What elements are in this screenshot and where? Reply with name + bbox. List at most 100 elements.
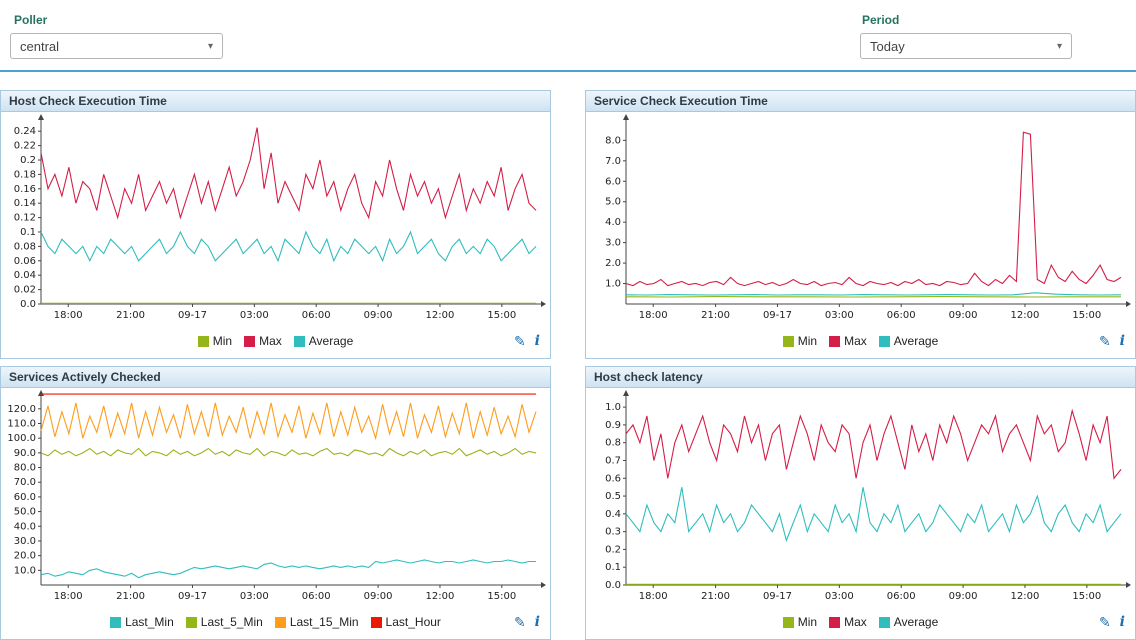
legend-item: Max [829,615,867,629]
services-actively-checked-chart: 10.0 20.0 30.0 40.0 50.0 60.0 70.0 80.0 90.0 100.… [7,390,546,602]
svg-text:09-17: 09-17 [763,591,792,602]
legend-item: Last_Hour [370,615,441,629]
info-icon[interactable]: i [534,614,540,630]
svg-text:0.12: 0.12 [14,213,36,224]
svg-text:80.0: 80.0 [14,463,36,474]
svg-text:70.0: 70.0 [14,477,36,488]
poller-label: Poller [14,13,48,27]
panel-title: Host Check Execution Time [1,91,550,112]
svg-text:0.22: 0.22 [14,141,36,152]
legend-label: Min [797,334,818,348]
svg-text:0.0: 0.0 [605,580,621,591]
svg-text:0.14: 0.14 [14,198,36,209]
edit-icon[interactable]: ✎ [513,613,526,630]
host-check-execution-time-chart: 0.0 0.02 0.04 0.06 0.08 0.1 0.12 0.14 0.16 0.18 0.… [14,114,546,321]
svg-text:03:00: 03:00 [240,591,269,602]
edit-icon[interactable]: ✎ [1098,613,1111,630]
edit-icon[interactable]: ✎ [1098,332,1111,349]
legend-item: Average [878,334,939,348]
legend-swatch [244,335,256,347]
legend-item: Average [293,334,353,348]
svg-text:09-17: 09-17 [763,310,792,321]
legend-label: Min [797,615,818,629]
svg-text:0.24: 0.24 [14,126,36,137]
svg-text:15:00: 15:00 [1072,591,1101,602]
chevron-down-icon: ▾ [207,40,213,52]
legend-swatch [370,616,382,628]
legend-label: Average [893,334,939,348]
period-selected-value: Today [870,38,905,54]
svg-text:21:00: 21:00 [116,310,145,321]
legend-swatch [293,335,305,347]
poller-select[interactable]: central ▾ [10,33,223,59]
info-icon[interactable]: i [1119,614,1125,630]
legend-swatch [878,616,890,628]
legend-item: Min [197,334,232,348]
legend-label: Last_15_Min [289,615,359,629]
chart-legend: Min Max Average ✎ i [586,609,1135,635]
svg-text:06:00: 06:00 [302,591,331,602]
legend-swatch [197,335,209,347]
svg-text:03:00: 03:00 [825,591,854,602]
svg-text:0.02: 0.02 [14,285,36,296]
info-icon[interactable]: i [1119,333,1125,349]
legend-item: Max [829,334,867,348]
svg-text:4.0: 4.0 [605,217,621,228]
svg-text:12:00: 12:00 [1011,591,1040,602]
svg-text:21:00: 21:00 [701,591,730,602]
svg-text:0.8: 0.8 [605,438,621,449]
chart-legend: Last_Min Last_5_Min Last_15_Min Last_Hour ✎… [1,609,550,635]
svg-text:0.3: 0.3 [605,527,621,538]
legend-swatch [878,335,890,347]
svg-text:0.08: 0.08 [14,241,36,252]
legend-swatch [829,616,841,628]
period-label: Period [862,13,900,27]
svg-text:09:00: 09:00 [949,310,978,321]
info-icon[interactable]: i [534,333,540,349]
svg-text:0.4: 0.4 [605,509,621,520]
period-select[interactable]: Today ▾ [860,33,1072,59]
svg-text:12:00: 12:00 [426,591,455,602]
panel-host-check-latency: Host check latency 0.0 0.1 0.2 0.3 0.4 0.5 0.6… [585,366,1136,640]
svg-text:60.0: 60.0 [14,492,36,503]
svg-text:18:00: 18:00 [54,591,83,602]
svg-text:15:00: 15:00 [487,310,516,321]
edit-icon[interactable]: ✎ [513,332,526,349]
svg-text:0.18: 0.18 [14,169,36,180]
legend-swatch [185,616,197,628]
legend-item: Average [878,615,938,629]
poller-selected-value: central [20,38,60,54]
service-check-execution-time-chart: 1.0 2.0 3.0 4.0 5.0 6.0 7.0 8.0 18:00 21:00 09-17 0… [605,114,1131,321]
svg-text:30.0: 30.0 [14,536,36,547]
svg-text:0.0: 0.0 [20,299,36,310]
svg-text:06:00: 06:00 [887,591,916,602]
legend-label: Max [259,334,282,348]
legend-label: Last_Min [125,615,174,629]
svg-text:0.04: 0.04 [14,270,36,281]
svg-text:120.0: 120.0 [7,404,36,415]
legend-item: Min [782,615,818,629]
svg-text:110.0: 110.0 [7,418,36,429]
chevron-down-icon: ▾ [1056,40,1062,52]
svg-text:09-17: 09-17 [178,591,207,602]
svg-text:6.0: 6.0 [605,176,621,187]
svg-text:5.0: 5.0 [605,197,621,208]
chart-legend: Min Max Average ✎ i [586,328,1135,354]
legend-item: Last_15_Min [274,615,359,629]
svg-text:15:00: 15:00 [487,591,516,602]
svg-text:09:00: 09:00 [949,591,978,602]
svg-text:8.0: 8.0 [605,135,621,146]
svg-text:18:00: 18:00 [639,591,668,602]
svg-text:40.0: 40.0 [14,521,36,532]
svg-text:21:00: 21:00 [116,591,145,602]
svg-text:09:00: 09:00 [364,591,393,602]
legend-label: Max [844,615,867,629]
svg-text:03:00: 03:00 [825,310,854,321]
svg-text:0.1: 0.1 [20,227,36,238]
svg-text:0.1: 0.1 [605,562,621,573]
svg-text:18:00: 18:00 [54,310,83,321]
svg-text:1.0: 1.0 [605,279,621,290]
panel-host-check-execution-time: Host Check Execution Time 0.0 0.02 0.04 0.0… [0,90,551,359]
legend-item: Last_Min [110,615,174,629]
svg-text:15:00: 15:00 [1072,310,1101,321]
